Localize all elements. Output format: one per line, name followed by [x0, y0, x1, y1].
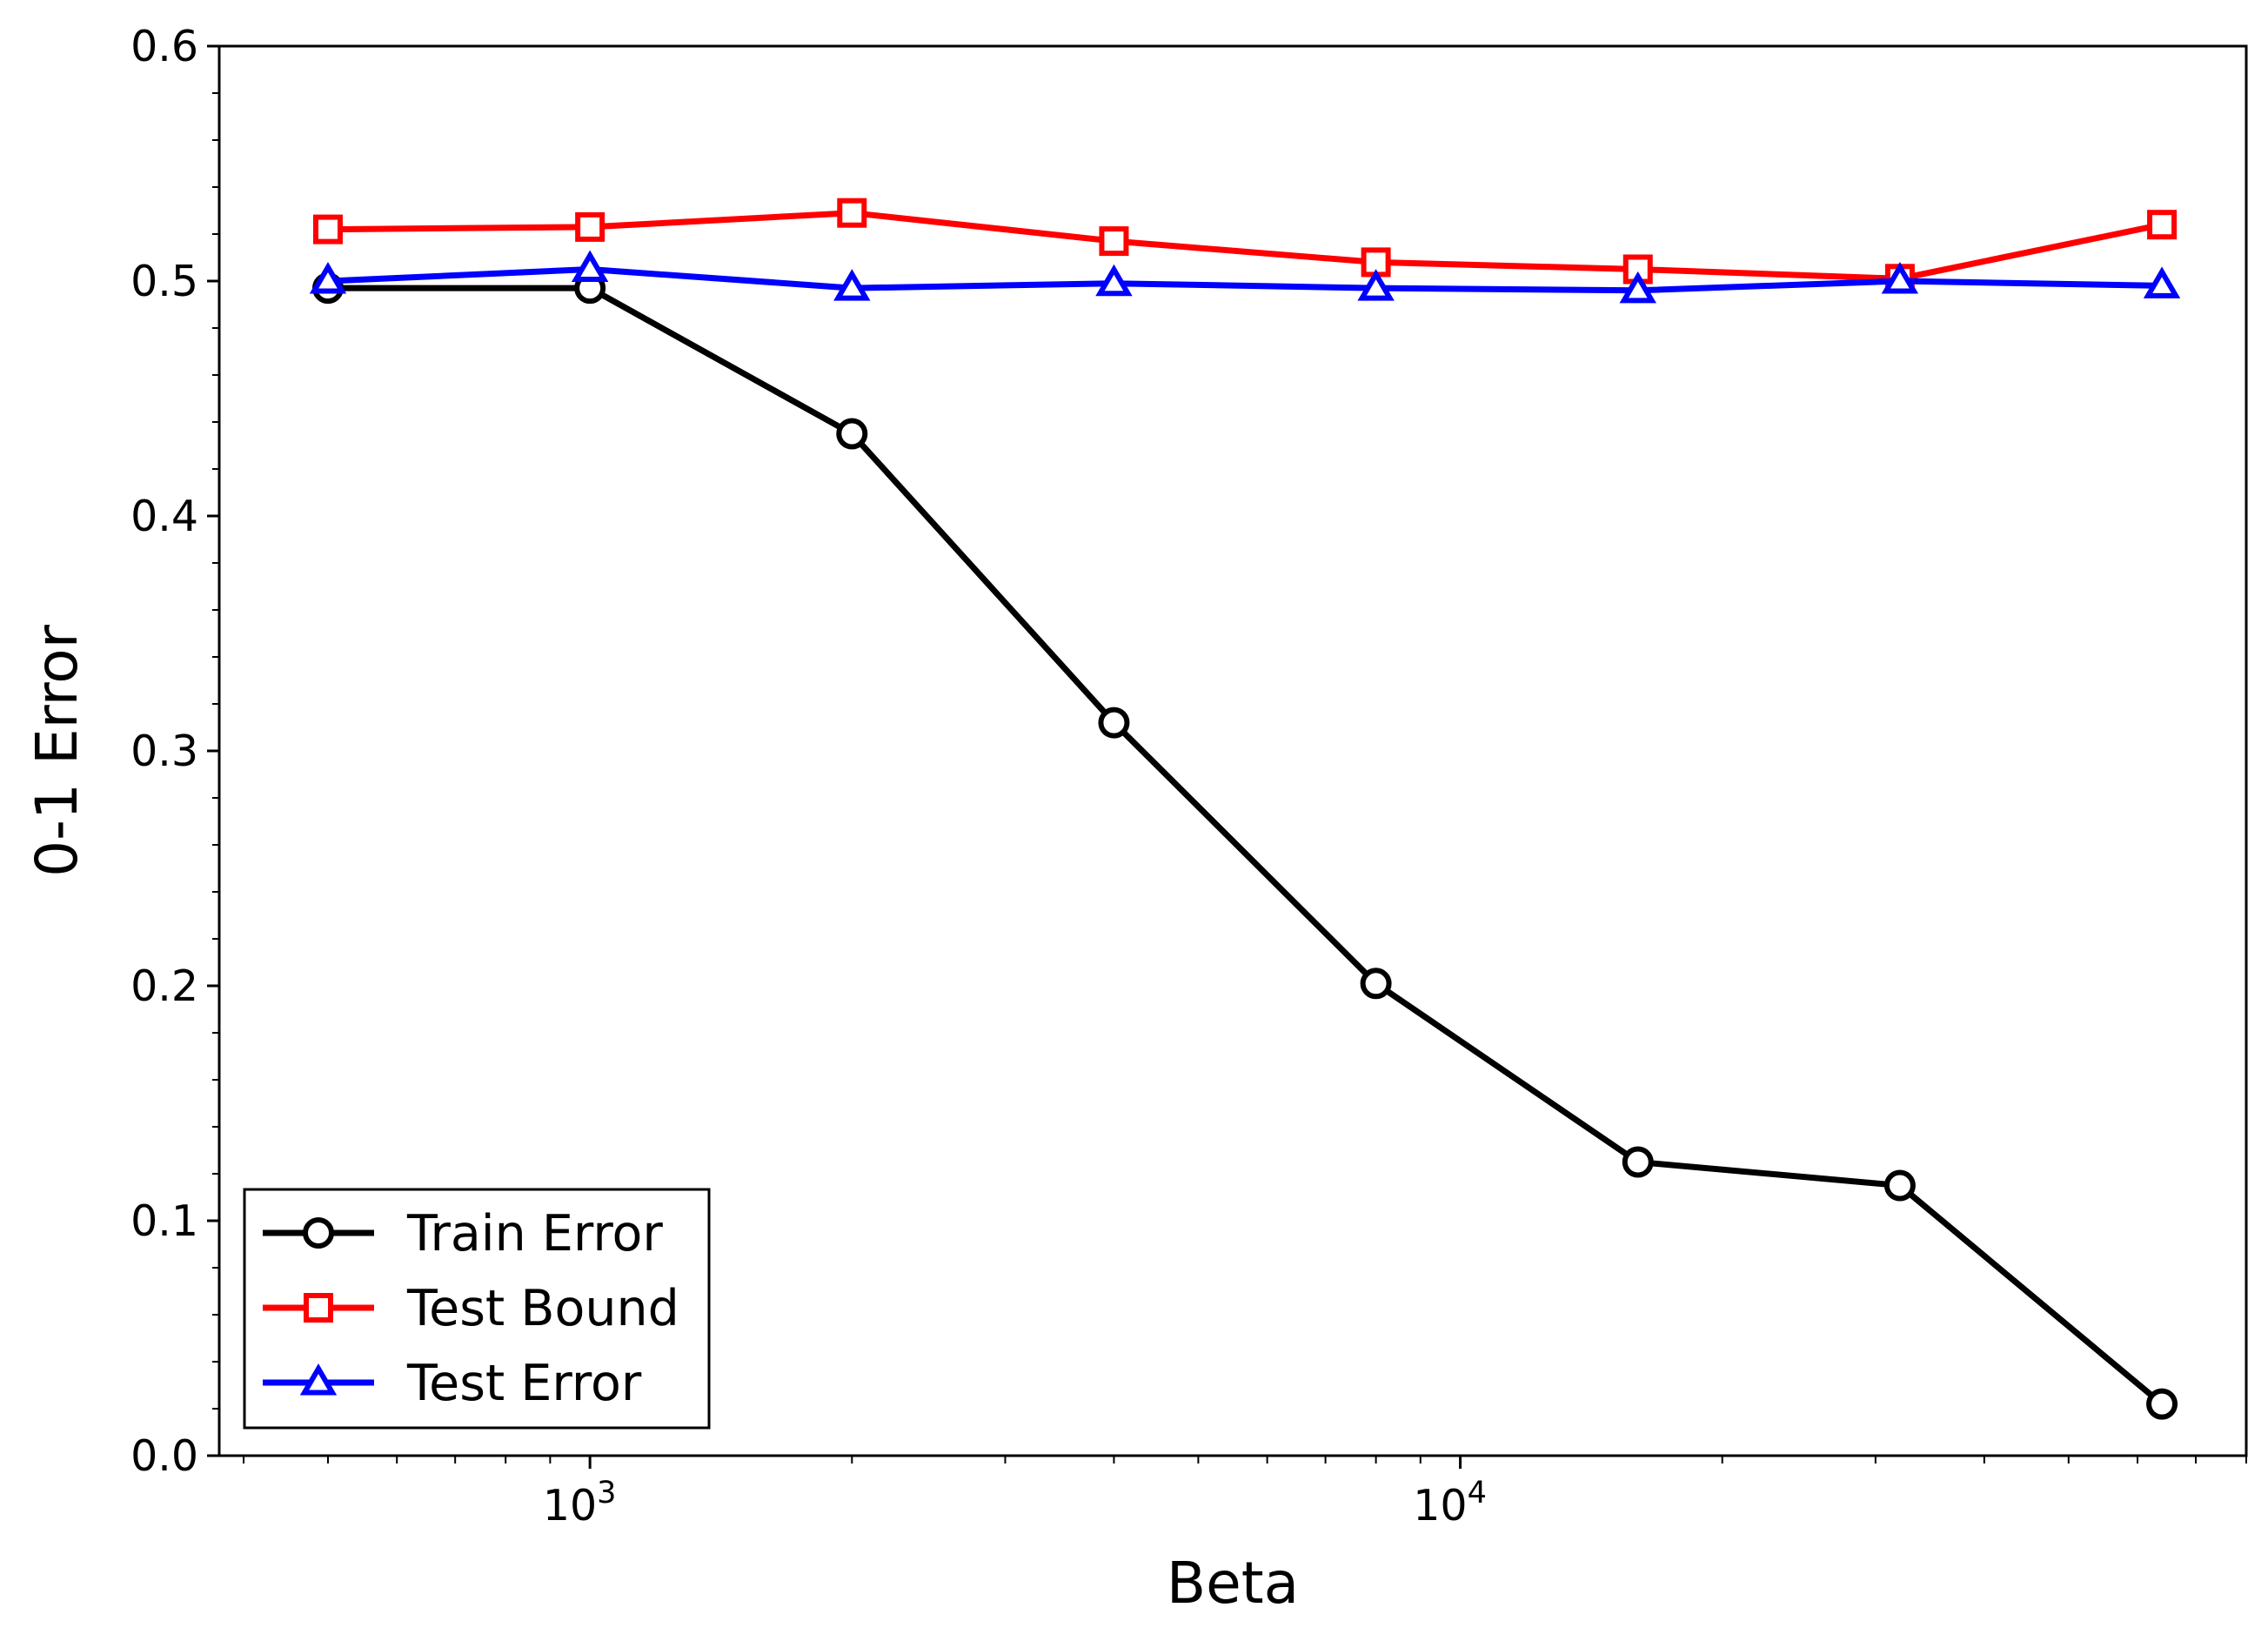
legend-label-test-error: Test Error	[406, 1355, 642, 1412]
data-point-test-error	[571, 250, 609, 283]
data-point-test-error	[1357, 269, 1395, 301]
series-test-error	[309, 250, 2181, 304]
legend-label-train-error: Train Error	[406, 1205, 663, 1263]
legend: Train Error Test Bound Test Error	[243, 1188, 711, 1430]
data-point-test-error	[833, 269, 871, 301]
series-line-test-error	[327, 266, 2163, 294]
data-point-test-bound	[1099, 226, 1129, 257]
y-tick-label: 0.4	[130, 492, 198, 541]
y-tick-label: 0.6	[130, 22, 198, 71]
data-point-test-error	[2143, 266, 2181, 298]
series-line-test-bound	[327, 210, 2163, 282]
legend-item-test-error: Test Error	[263, 1355, 642, 1412]
y-tick-label: 0.3	[130, 727, 198, 776]
data-point-test-error	[309, 262, 347, 294]
data-point-train-error	[1622, 1146, 1654, 1178]
legend-marker-test-bound	[304, 1293, 333, 1323]
data-point-test-bound	[2147, 210, 2178, 240]
y-tick-label: 0.2	[130, 961, 198, 1011]
x-tick-label: 104	[1413, 1476, 1487, 1530]
data-point-test-error	[1619, 271, 1656, 304]
y-axis-ticks: 0.0 0.1 0.2 0.3 0.4 0.5 0.6	[130, 22, 219, 1481]
legend-marker-test-error	[299, 1363, 338, 1396]
data-point-test-bound	[312, 214, 343, 244]
x-axis-label: Beta	[1167, 1550, 1299, 1617]
series-line-train-error	[327, 285, 2164, 1407]
y-tick-label: 0.1	[130, 1196, 198, 1246]
data-point-train-error	[1360, 968, 1392, 1000]
data-point-test-bound	[837, 198, 867, 228]
series-train-error	[311, 272, 2178, 1420]
legend-item-test-bound: Test Bound	[263, 1280, 679, 1337]
data-point-test-error	[1881, 262, 1919, 294]
data-point-train-error	[1098, 707, 1130, 739]
y-tick-label: 0.0	[130, 1431, 198, 1481]
plot-frame	[217, 44, 2248, 1457]
y-axis-label: 0-1 Error	[23, 624, 90, 877]
x-tick-label: 103	[543, 1476, 617, 1530]
x-axis-ticks: 103 104	[543, 1456, 1487, 1530]
legend-label-test-bound: Test Bound	[406, 1280, 679, 1337]
data-point-train-error	[836, 418, 868, 450]
legend-item-train-error: Train Error	[263, 1205, 663, 1263]
y-tick-label: 0.5	[130, 257, 198, 306]
series-layer	[309, 198, 2181, 1420]
data-point-test-error	[1095, 264, 1133, 297]
data-point-train-error	[2146, 1388, 2178, 1420]
legend-marker-train-error	[303, 1217, 334, 1249]
data-point-train-error	[1883, 1169, 1916, 1202]
data-point-test-bound	[575, 211, 605, 242]
